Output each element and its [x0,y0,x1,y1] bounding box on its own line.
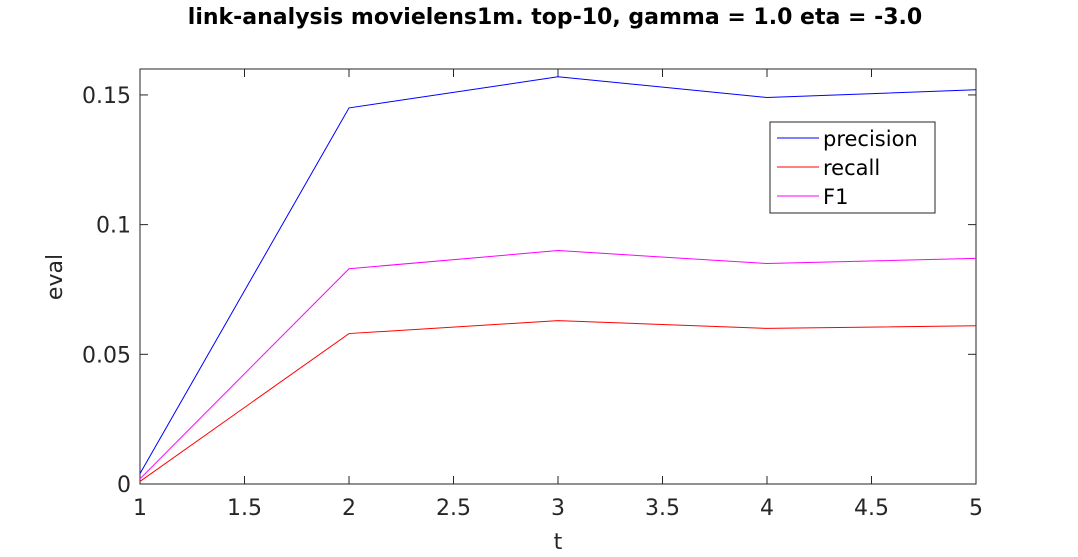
x-tick-label: 3 [551,496,565,521]
y-tick-label: 0.1 [96,214,131,239]
legend-label-recall: recall [823,156,880,180]
x-tick-label: 4.5 [854,496,889,521]
x-tick-label: 2.5 [436,496,471,521]
x-tick-label: 5 [969,496,983,521]
series-line-precision [139,76,977,474]
y-axis: 0 0.05 0.1 0.15 [82,84,976,498]
legend-label-f1: F1 [823,185,848,209]
legend-label-precision: precision [823,127,918,151]
series-line-f1 [139,250,977,480]
series-lines [139,76,977,482]
y-tick-label: 0.15 [82,84,131,109]
x-axis: 1 1.5 2 2.5 3 3.5 4 4.5 5 [133,69,983,521]
legend: precision recall F1 [769,121,936,214]
x-axis-label: t [554,530,563,555]
y-axis-label: eval [43,254,68,300]
y-tick-label: 0.05 [82,343,131,368]
x-tick-label: 2 [342,496,356,521]
chart-title: link-analysis movielens1m. top-10, gamma… [188,5,922,30]
series-line-recall [139,320,977,482]
x-tick-label: 1 [133,496,147,521]
y-tick-label: 0 [117,473,131,498]
x-tick-label: 1.5 [227,496,262,521]
x-tick-label: 4 [760,496,774,521]
x-tick-label: 3.5 [645,496,680,521]
